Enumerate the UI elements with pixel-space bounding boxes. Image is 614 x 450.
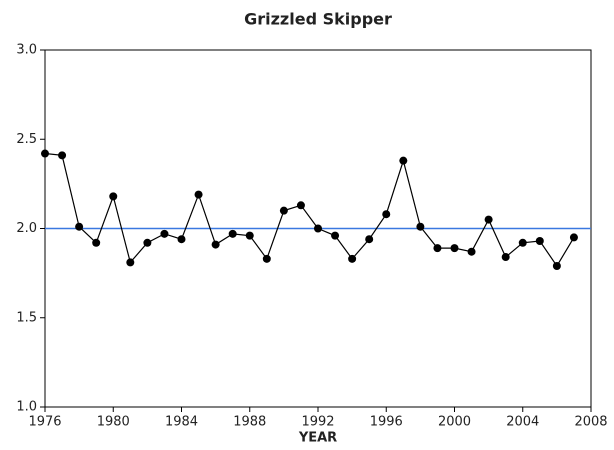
data-point [160, 229, 169, 238]
data-point [41, 149, 49, 158]
data-point [416, 222, 425, 231]
data-point [552, 261, 561, 270]
x-tick-label: 1976 [28, 415, 61, 430]
data-point [75, 222, 84, 231]
x-tick-label: 1988 [233, 415, 266, 430]
data-point [399, 156, 408, 165]
x-tick-label: 1996 [370, 415, 403, 430]
data-point [296, 201, 305, 210]
x-tick-label: 1992 [301, 415, 334, 430]
data-point [467, 247, 476, 256]
x-tick-label: 2008 [574, 415, 607, 430]
data-point [262, 254, 271, 263]
data-point [177, 235, 186, 244]
data-point [501, 253, 510, 262]
data-point [365, 235, 374, 244]
data-point [143, 238, 152, 247]
data-point [382, 210, 391, 219]
data-point [433, 244, 442, 253]
y-tick-label: 1.0 [16, 400, 37, 415]
data-point [518, 238, 527, 247]
y-tick-label: 1.5 [16, 310, 37, 325]
x-tick-label: 2004 [506, 415, 539, 430]
data-point [109, 192, 118, 201]
x-tick-label: 1980 [97, 415, 130, 430]
data-line [44, 152, 575, 268]
data-point [211, 240, 220, 249]
data-point [194, 190, 203, 199]
data-point [348, 254, 357, 263]
y-tick-label: 2.5 [16, 132, 37, 147]
data-point [126, 258, 135, 267]
x-axis-label: YEAR [298, 431, 337, 446]
data-point [245, 231, 254, 240]
x-tick-label: 1984 [165, 415, 198, 430]
chart-title: Grizzled Skipper [244, 10, 392, 29]
data-point [569, 233, 578, 242]
data-point [484, 215, 493, 224]
data-point [535, 236, 544, 245]
x-tick-label: 2000 [438, 415, 471, 430]
data-point [331, 231, 340, 240]
data-point [58, 151, 67, 160]
y-tick-label: 3.0 [16, 43, 37, 58]
data-point [279, 206, 288, 215]
data-point [92, 238, 101, 247]
y-tick-label: 2.0 [16, 221, 37, 236]
data-point [450, 244, 459, 253]
data-point [314, 224, 322, 233]
data-point [228, 229, 237, 238]
